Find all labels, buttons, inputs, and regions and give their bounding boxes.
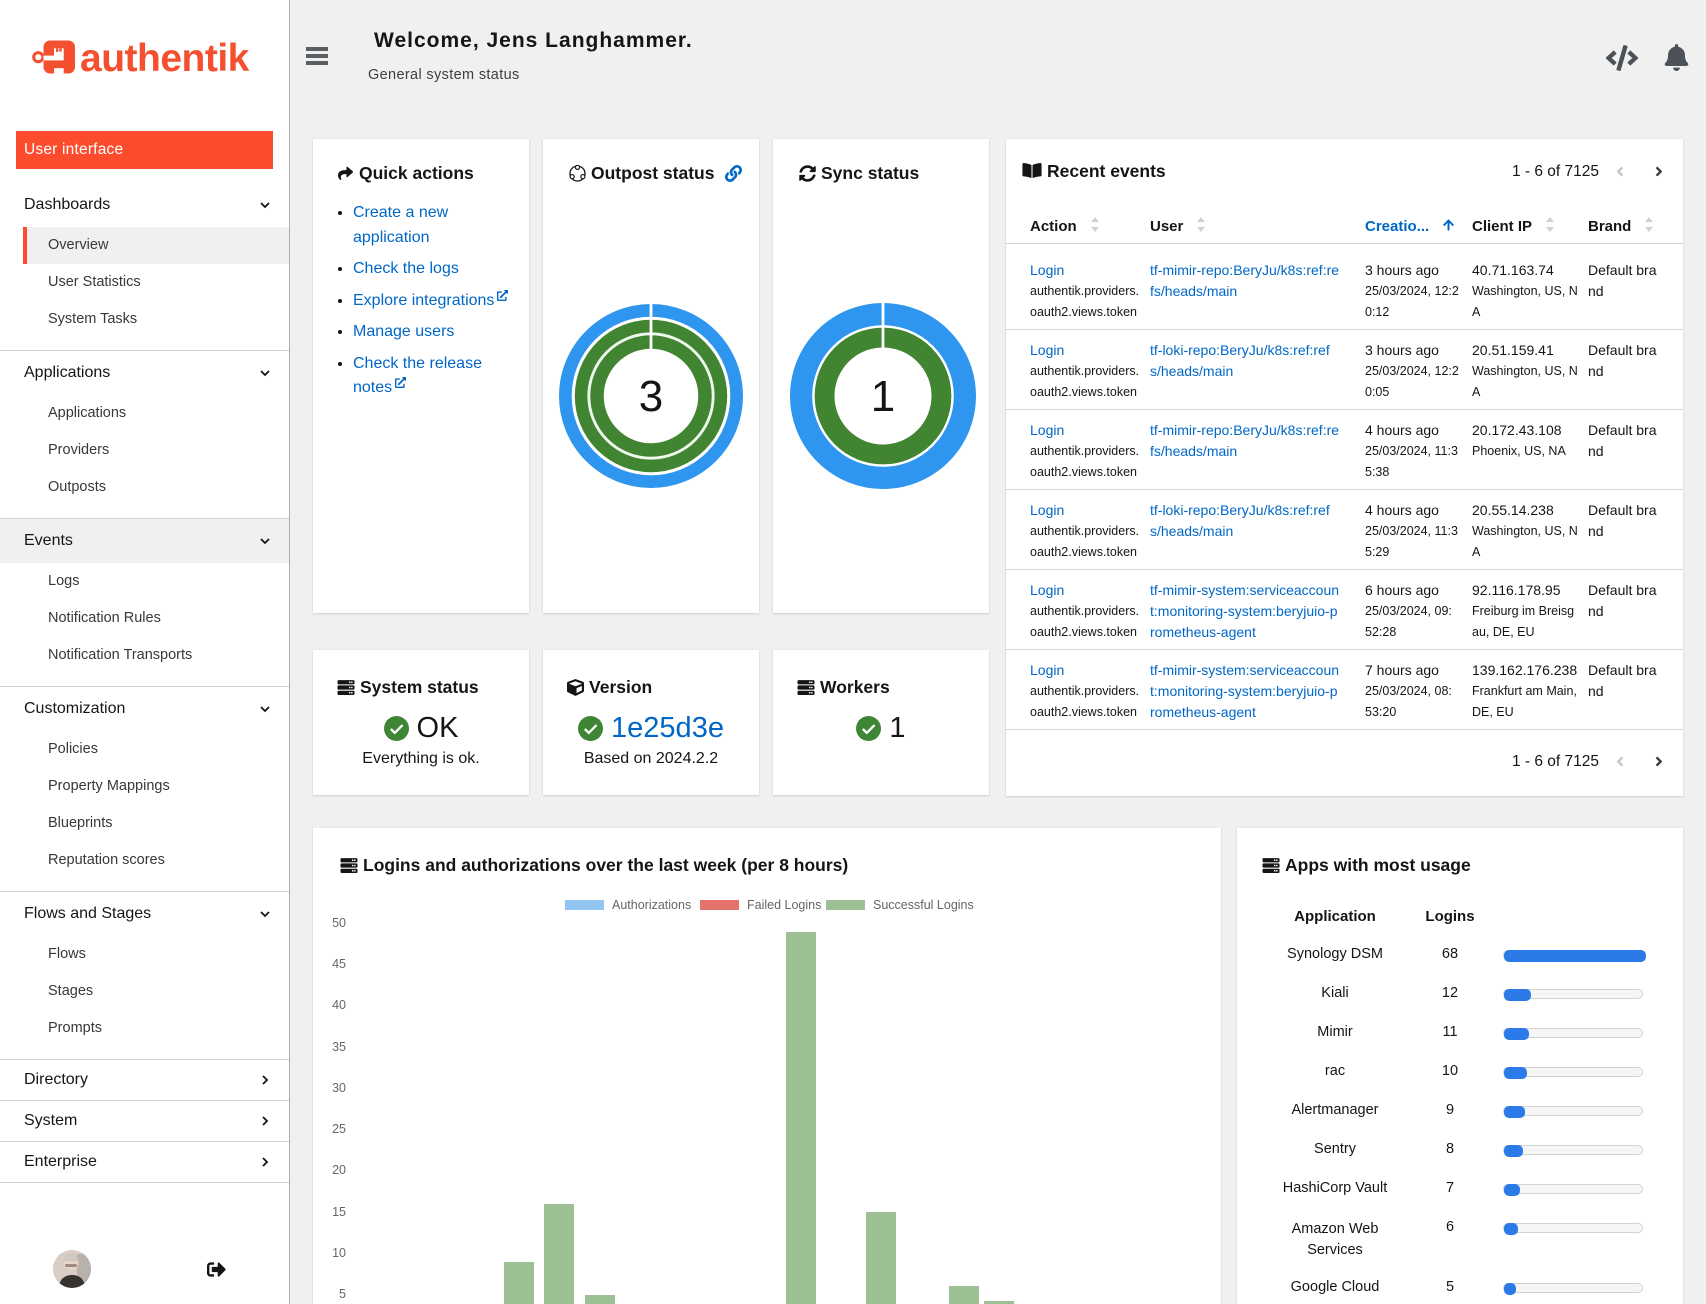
svg-text:1: 1 xyxy=(871,372,895,421)
svg-text:authentik: authentik xyxy=(80,37,250,80)
svg-text:3: 3 xyxy=(639,372,663,421)
